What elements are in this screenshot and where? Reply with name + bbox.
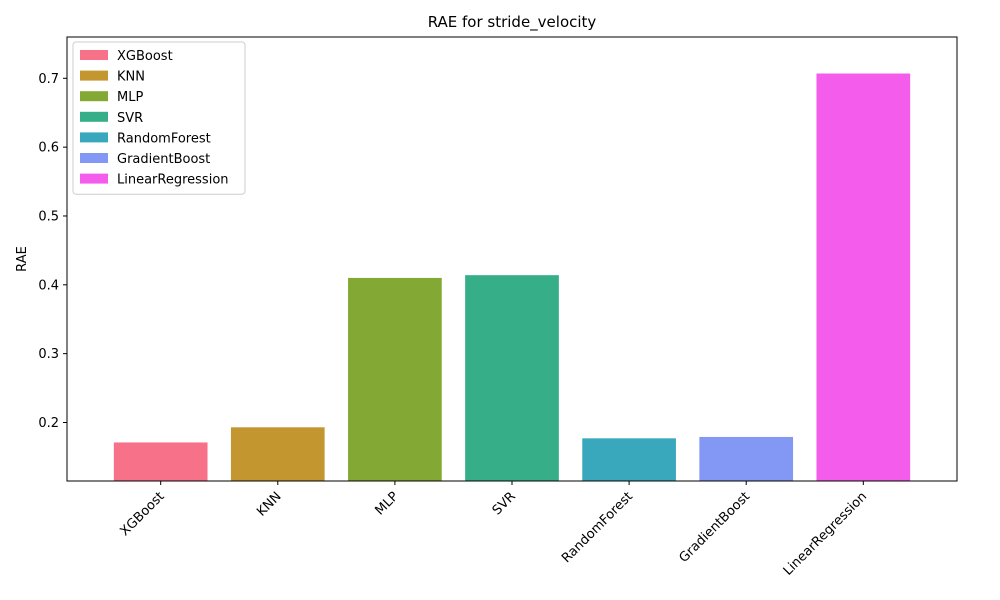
legend-label: SVR: [117, 111, 143, 126]
legend-label: MLP: [117, 90, 143, 105]
x-tick-label: MLP: [373, 489, 402, 518]
bar-randomforest: [582, 438, 676, 481]
bar-mlp: [348, 277, 442, 481]
legend-box: [72, 41, 246, 195]
plot-frame: [66, 36, 958, 482]
chart-title: RAE for stride_velocity: [428, 13, 597, 32]
legend-swatch: [80, 50, 108, 60]
x-tick-label: XGBoost: [118, 489, 168, 539]
x-tick-label: LinearRegression: [781, 489, 870, 578]
legend-swatch: [80, 111, 108, 122]
y-tick-label: 0.3: [38, 347, 59, 362]
legend-swatch: [80, 173, 108, 184]
legend-swatch: [80, 132, 108, 143]
x-tick-label: RandomForest: [559, 489, 636, 566]
y-axis-ticks: 0.2 0.3 0.4 0.5 0.6 0.7: [38, 72, 67, 431]
legend-swatch: [80, 153, 108, 163]
x-axis-ticks: XGBoost KNN MLP SVR RandomForest GradientBoos…: [118, 481, 870, 579]
x-tick-label: GradientBoost: [676, 489, 753, 566]
legend-label: KNN: [117, 70, 145, 85]
y-tick-label: 0.7: [38, 72, 59, 87]
bar-gradientboost: [699, 436, 794, 481]
bars-group: [113, 73, 911, 482]
legend: XGBoost KNN MLP SVR RandomForest GradientBoos…: [72, 41, 246, 195]
y-tick-label: 0.5: [38, 209, 59, 224]
legend-label: GradientBoost: [117, 152, 210, 167]
legend-swatch: [80, 70, 108, 81]
bar-linearregression: [816, 73, 911, 482]
legend-label: RandomForest: [117, 131, 211, 146]
y-tick-label: 0.6: [38, 141, 59, 156]
x-tick-label: KNN: [254, 489, 284, 519]
legend-label: XGBoost: [117, 49, 173, 64]
x-tick-label: SVR: [490, 489, 519, 518]
y-tick-label: 0.2: [38, 416, 59, 431]
legend-label: LinearRegression: [117, 173, 229, 188]
bar-svr: [465, 275, 559, 481]
legend-swatch: [80, 91, 108, 102]
bar-knn: [230, 427, 325, 481]
y-axis-label: RAE: [15, 246, 30, 272]
bar-xgboost: [113, 442, 208, 481]
y-tick-label: 0.4: [38, 278, 59, 293]
